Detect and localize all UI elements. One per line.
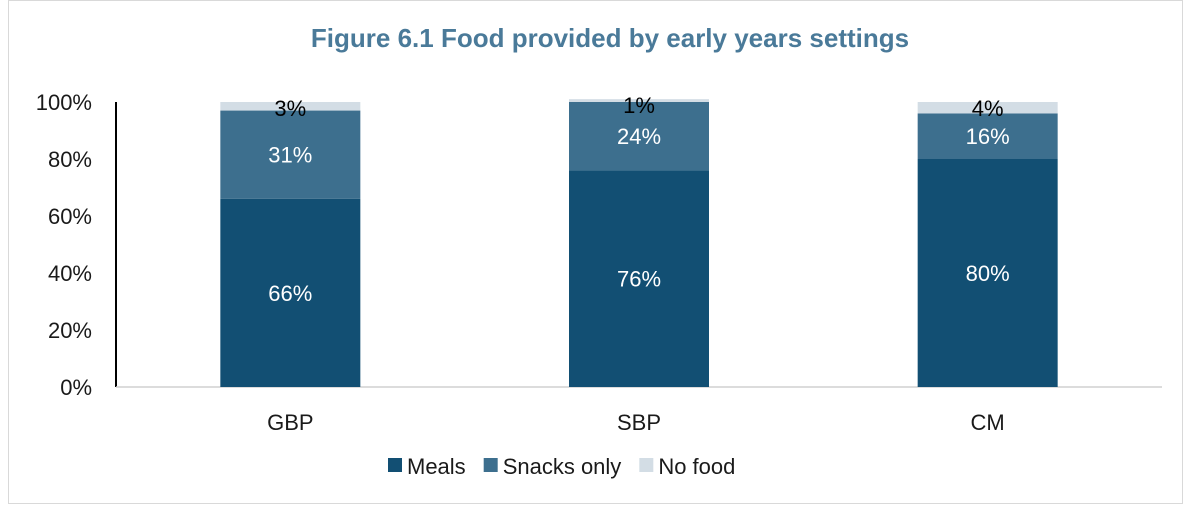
legend: Meals Snacks only No food [388,454,735,479]
y-tick-label: 80% [48,147,92,172]
legend-label: No food [658,454,735,479]
legend-label: Meals [407,454,466,479]
legend-swatch [483,458,498,472]
data-label: 3% [274,96,306,121]
legend-swatch [388,458,402,472]
bar-segment-meals [917,159,1058,387]
data-label: 66% [268,281,312,306]
x-axis-categories: GBP SBP CM [267,410,1005,435]
data-label: 80% [966,261,1010,286]
legend-swatch [639,458,654,472]
bar-segment-no-food [917,102,1058,114]
y-tick-label: 20% [48,318,92,343]
data-label: 1% [623,93,655,118]
bar-segment-meals [220,198,361,387]
bar-segment-snacks-only [569,102,709,171]
y-tick-label: 100% [36,90,92,115]
x-category-label: SBP [617,410,661,435]
y-axis-ticks: 0% 20% 40% 60% 80% 100% [36,90,92,400]
bar-segment-no-food [569,99,709,102]
chart-title: Figure 6.1 Food provided by early years … [311,23,909,53]
data-label: 4% [972,96,1004,121]
x-category-label: CM [971,410,1005,435]
data-label: 31% [268,143,312,168]
bar-segment-meals [569,170,709,387]
y-tick-label: 40% [48,261,92,286]
data-label: 16% [966,124,1010,149]
data-label: 76% [617,267,661,292]
bar-segment-snacks-only [220,110,361,199]
x-category-label: GBP [267,410,313,435]
y-tick-label: 60% [48,204,92,229]
bar-segment-snacks-only [917,113,1058,159]
bars-group: 66% 31% 3% 76% 24% 1% 80% 16% 4% [220,93,1058,387]
legend-label: Snacks only [503,454,622,479]
y-tick-label: 0% [60,375,92,400]
bar-segment-no-food [220,102,361,111]
data-label: 24% [617,124,661,149]
